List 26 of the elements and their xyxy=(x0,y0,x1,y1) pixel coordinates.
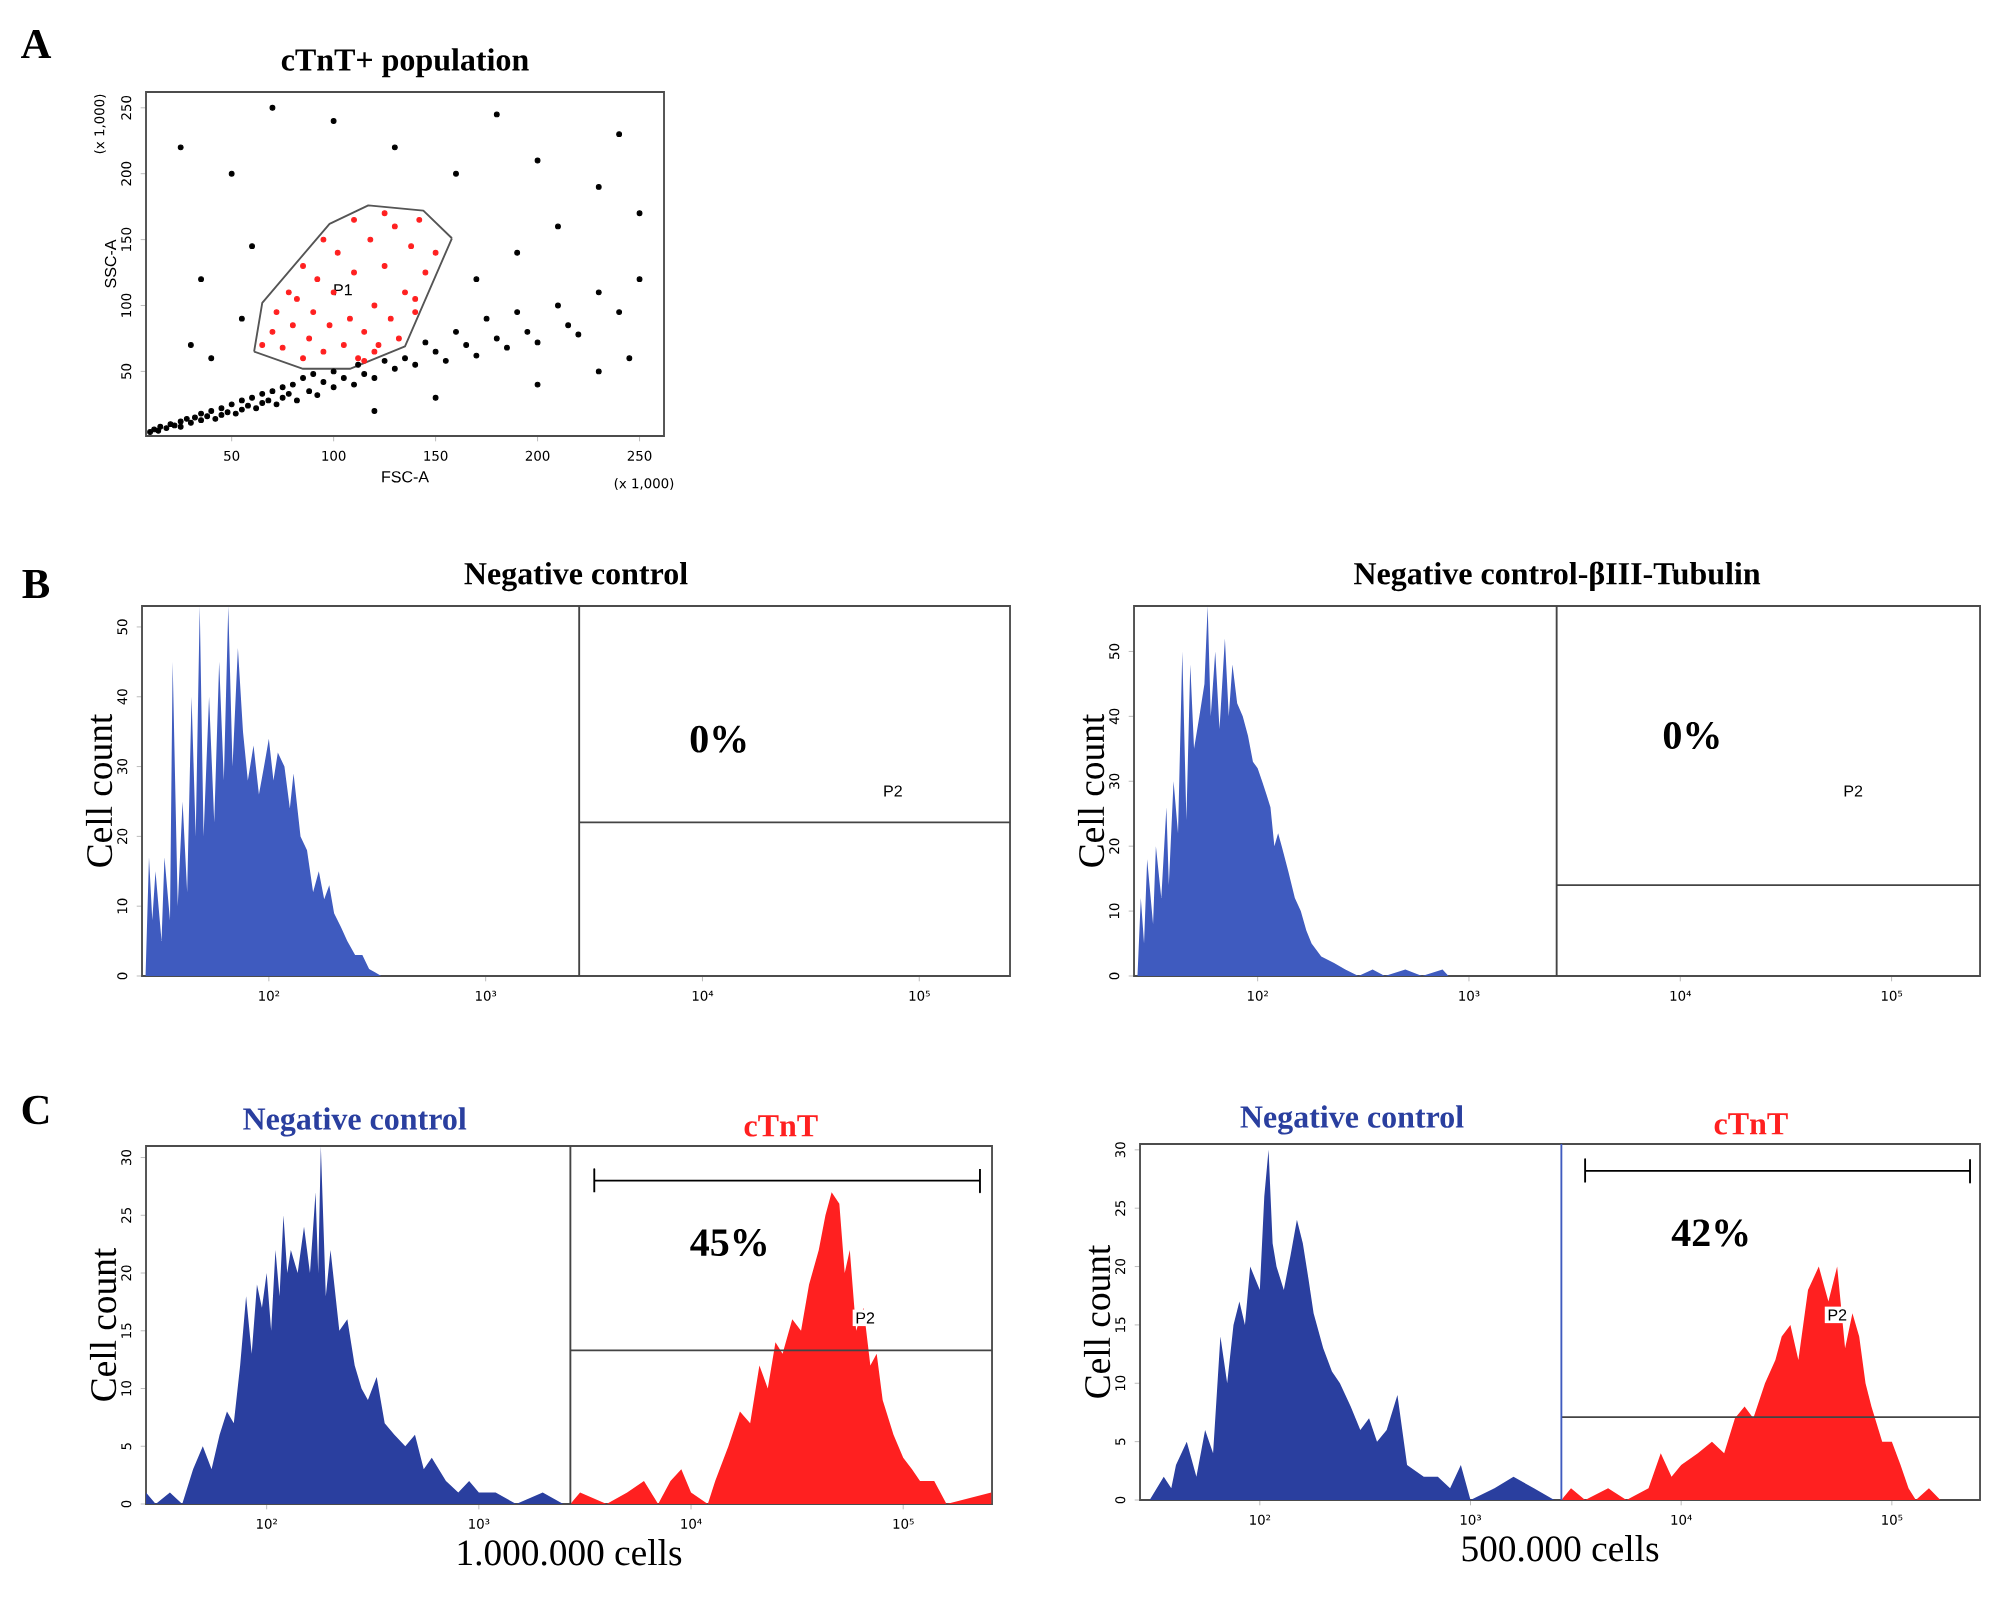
annotation: P2 xyxy=(856,1312,875,1324)
annotation: 45% xyxy=(690,1229,766,1257)
text: B xyxy=(22,569,50,599)
series-label: Negative control xyxy=(243,1107,467,1137)
annotation: P2 xyxy=(1828,1309,1847,1321)
y-axis-title: Cell count xyxy=(1083,1244,1111,1398)
text: A xyxy=(21,29,52,59)
x-axis-title: 1.000.000 cells xyxy=(458,1539,682,1566)
annotation: P2 xyxy=(1844,785,1863,797)
y-axis-title: Cell count xyxy=(89,1247,117,1401)
y-axis-title: Cell count xyxy=(1077,713,1105,867)
text: C xyxy=(22,1095,49,1125)
x-axis-title: 500.000 cells xyxy=(1462,1535,1659,1562)
chart-title: cTnT+ population xyxy=(281,48,529,78)
annotation: 0% xyxy=(1663,721,1719,750)
chart-title: Negative control-βIII-Tubulin xyxy=(1354,561,1761,592)
annotation: 0% xyxy=(690,725,746,753)
y-axis-title: Cell count xyxy=(85,713,113,867)
y-axis-title: SSC-A xyxy=(104,239,117,288)
series-label: cTnT xyxy=(744,1115,818,1137)
series-label: Negative control xyxy=(1240,1105,1464,1135)
x-axis-title: FSC-A xyxy=(382,471,429,483)
text: cTnT xyxy=(1714,1113,1788,1135)
annotation: 42% xyxy=(1671,1219,1748,1247)
chart-title: Negative control xyxy=(464,561,688,592)
annotation: P2 xyxy=(884,785,902,797)
